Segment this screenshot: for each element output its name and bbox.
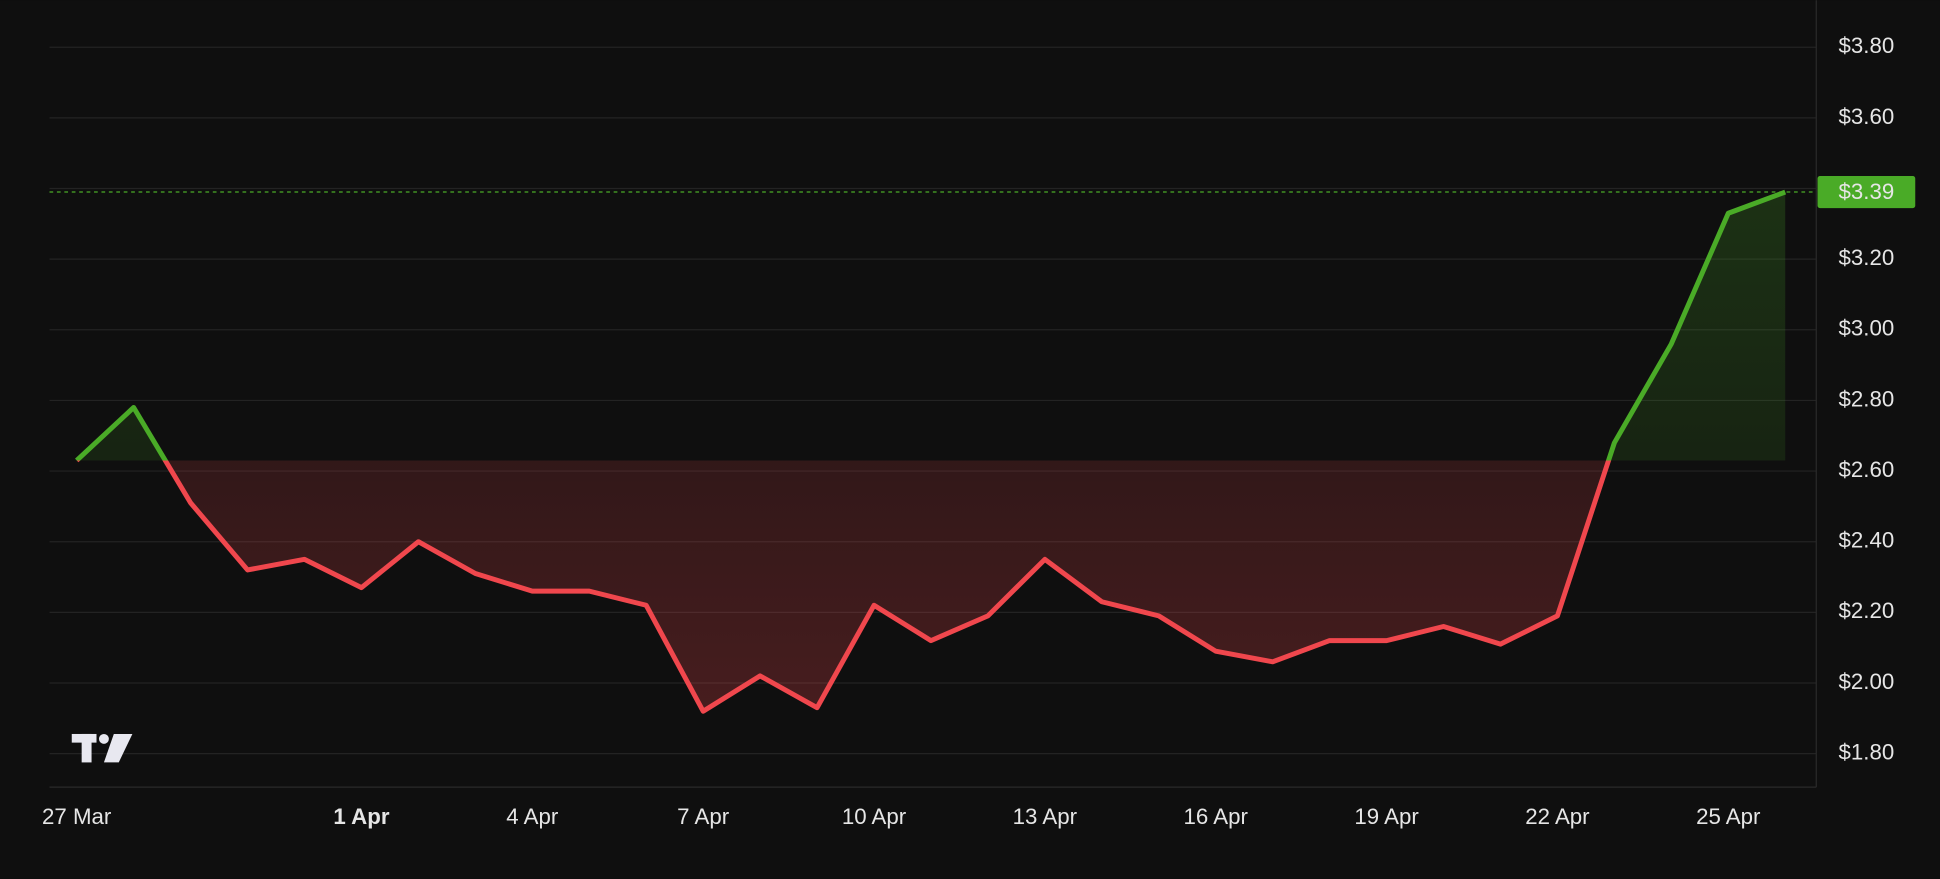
x-tick-label: 4 Apr (506, 804, 559, 829)
x-tick-label: 19 Apr (1354, 804, 1419, 829)
y-tick-label: $1.80 (1839, 740, 1895, 765)
x-tick-label: 13 Apr (1013, 804, 1078, 829)
x-tick-label: 27 Mar (42, 804, 112, 829)
x-tick-label: 16 Apr (1184, 804, 1249, 829)
last-price-box (1817, 175, 1916, 209)
y-tick-label: $2.40 (1839, 528, 1895, 553)
y-tick-label: $2.60 (1839, 457, 1895, 482)
line-down (76, 460, 1612, 714)
y-tick-label: $3.60 (1839, 104, 1895, 129)
y-tick-label: $2.80 (1839, 386, 1895, 411)
x-tick-label: 22 Apr (1525, 804, 1590, 829)
watermark-logo (71, 733, 133, 763)
y-tick-label: $3.80 (1839, 33, 1895, 58)
y-tick-label: $2.00 (1839, 669, 1895, 694)
x-tick-label: 7 Apr (677, 804, 730, 829)
x-tick-label: 25 Apr (1696, 804, 1761, 829)
area-down (76, 460, 1786, 712)
y-tick-label: $3.20 (1839, 245, 1895, 270)
last-price-label: $3.39 (1839, 179, 1895, 204)
y-tick-label: $2.20 (1839, 598, 1895, 623)
x-tick-label: 1 Apr (333, 804, 389, 829)
x-tick-label: 10 Apr (842, 804, 907, 829)
y-tick-label: $3.00 (1839, 316, 1895, 341)
